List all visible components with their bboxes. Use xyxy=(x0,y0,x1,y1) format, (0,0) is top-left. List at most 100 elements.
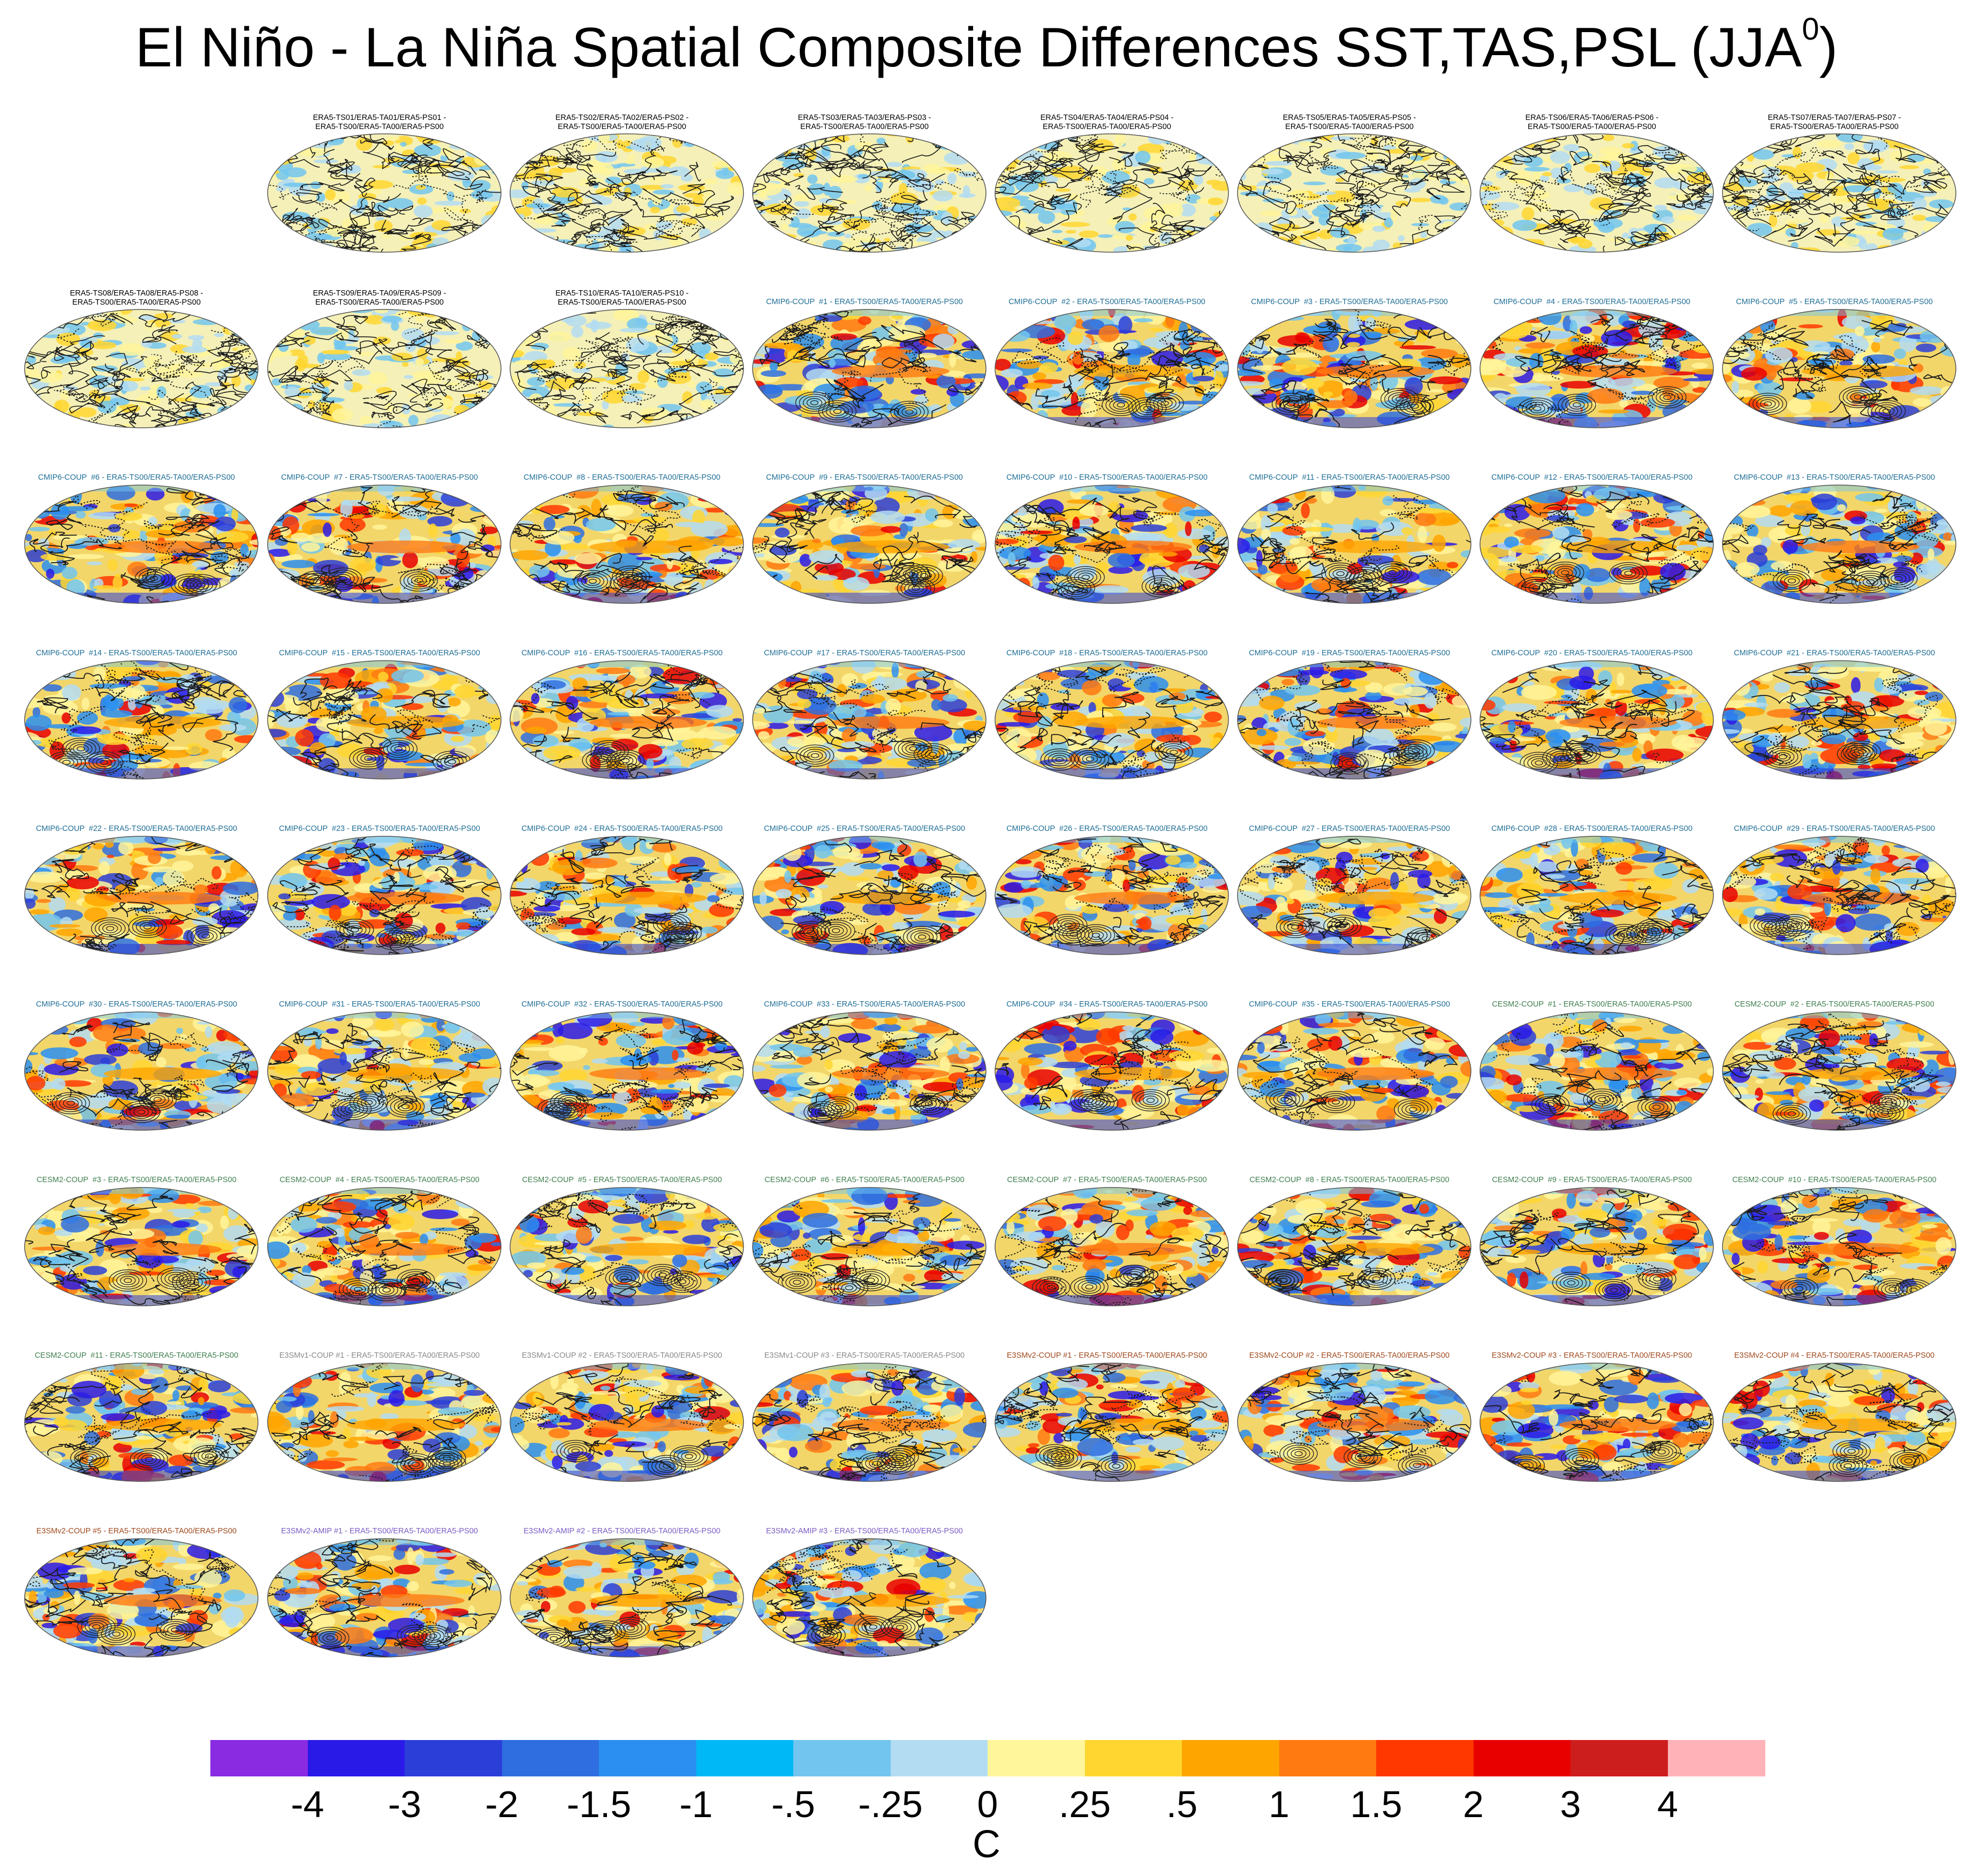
panel-title: CESM2-COUP #7 - ERA5-TS00/ERA5-TA00/ERA5… xyxy=(1007,1176,1207,1184)
world-map xyxy=(1237,485,1471,604)
panel-1: ERA5-TS01/ERA5-TA01/ERA5-PS01 - ERA5-TS0… xyxy=(259,114,505,274)
panel-48: CESM2-COUP #3 - ERA5-TS00/ERA5-TA00/ERA5… xyxy=(16,1167,262,1328)
panel-41: CMIP6-COUP #31 - ERA5-TS00/ERA5-TA00/ERA… xyxy=(259,992,505,1152)
panel-23: CMIP6-COUP #13 - ERA5-TS00/ERA5-TA00/ERA… xyxy=(1714,465,1960,625)
colorbar-tick-label: 3 xyxy=(1560,1783,1581,1825)
panel-title: CMIP6-COUP #24 - ERA5-TS00/ERA5-TA00/ERA… xyxy=(521,824,723,833)
panel-title: CMIP6-COUP #10 - ERA5-TS00/ERA5-TA00/ERA… xyxy=(1006,473,1208,482)
world-map xyxy=(267,1538,502,1658)
panel-title: CMIP6-COUP #26 - ERA5-TS00/ERA5-TA00/ERA… xyxy=(1006,824,1208,833)
panel-title: E3SMv1-COUP #3 - ERA5-TS00/ERA5-TA00/ERA… xyxy=(764,1351,965,1360)
panel-51: CESM2-COUP #6 - ERA5-TS00/ERA5-TA00/ERA5… xyxy=(744,1167,990,1328)
world-map xyxy=(995,309,1229,428)
panel-15: CMIP6-COUP #5 - ERA5-TS00/ERA5-TA00/ERA5… xyxy=(1714,289,1960,450)
world-map xyxy=(752,1011,986,1131)
colorbar-tick-label: -2 xyxy=(485,1783,519,1825)
panel-31: CMIP6-COUP #21 - ERA5-TS00/ERA5-TA00/ERA… xyxy=(1714,640,1960,801)
panel-title: CMIP6-COUP #25 - ERA5-TS00/ERA5-TA00/ERA… xyxy=(764,824,965,833)
world-map xyxy=(510,485,744,604)
colorbar-tick-label: -1.5 xyxy=(566,1783,632,1825)
panel-title: CMIP6-COUP #11 - ERA5-TS00/ERA5-TA00/ERA… xyxy=(1249,473,1450,482)
panel-title: CMIP6-COUP #14 - ERA5-TS00/ERA5-TA00/ERA… xyxy=(36,649,237,657)
colorbar-tick-label: -.5 xyxy=(771,1783,815,1825)
panel-title: CMIP6-COUP #13 - ERA5-TS00/ERA5-TA00/ERA… xyxy=(1734,473,1935,482)
panel-title: CMIP6-COUP #7 - ERA5-TS00/ERA5-TA00/ERA5… xyxy=(281,473,478,482)
panel-54: CESM2-COUP #9 - ERA5-TS00/ERA5-TA00/ERA5… xyxy=(1471,1167,1718,1328)
panel-grid: ERA5-TS01/ERA5-TA01/ERA5-PS01 - ERA5-TS0… xyxy=(16,114,1960,1658)
world-map xyxy=(1237,660,1471,780)
panel-title: CMIP6-COUP #31 - ERA5-TS00/ERA5-TA00/ERA… xyxy=(279,1000,480,1009)
world-map xyxy=(510,133,744,253)
world-map xyxy=(752,133,986,253)
figure-title: El Niño - La Niña Spatial Composite Diff… xyxy=(0,12,1973,80)
figure-title-superscript: 0 xyxy=(1802,12,1819,47)
world-map xyxy=(24,1538,259,1658)
world-map xyxy=(1237,1011,1471,1131)
colorbar-tick-label: -4 xyxy=(291,1783,324,1825)
panel-title: CMIP6-COUP #18 - ERA5-TS00/ERA5-TA00/ERA… xyxy=(1006,649,1208,657)
panel-title: ERA5-TS09/ERA5-TA09/ERA5-PS09 - ERA5-TS0… xyxy=(313,289,446,307)
world-map xyxy=(24,485,259,604)
world-map xyxy=(510,309,744,428)
world-map xyxy=(267,133,502,253)
colorbar-swatch xyxy=(1279,1740,1377,1776)
world-map xyxy=(24,1011,259,1131)
panel-11: CMIP6-COUP #1 - ERA5-TS00/ERA5-TA00/ERA5… xyxy=(744,289,990,450)
panel-title: CESM2-COUP #2 - ERA5-TS00/ERA5-TA00/ERA5… xyxy=(1734,1000,1934,1009)
panel-title: ERA5-TS08/ERA5-TA08/ERA5-PS08 - ERA5-TS0… xyxy=(70,289,203,307)
world-map xyxy=(1722,1187,1956,1306)
panel-33: CMIP6-COUP #23 - ERA5-TS00/ERA5-TA00/ERA… xyxy=(259,816,505,977)
world-map xyxy=(1722,660,1956,780)
world-map xyxy=(24,1363,259,1482)
panel-title: CESM2-COUP #5 - ERA5-TS00/ERA5-TA00/ERA5… xyxy=(522,1176,722,1184)
panel-title: CESM2-COUP #4 - ERA5-TS00/ERA5-TA00/ERA5… xyxy=(279,1176,480,1184)
world-map xyxy=(752,836,986,955)
panel-title: ERA5-TS03/ERA5-TA03/ERA5-PS03 - ERA5-TS0… xyxy=(798,114,931,131)
world-map xyxy=(267,1363,502,1482)
panel-title: ERA5-TS10/ERA5-TA10/ERA5-PS10 - ERA5-TS0… xyxy=(555,289,689,307)
world-map xyxy=(1479,1187,1714,1306)
panel-title: CMIP6-COUP #20 - ERA5-TS00/ERA5-TA00/ERA… xyxy=(1491,649,1693,657)
figure-title-text: El Niño - La Niña Spatial Composite Diff… xyxy=(135,17,1802,79)
panel-52: CESM2-COUP #7 - ERA5-TS00/ERA5-TA00/ERA5… xyxy=(986,1167,1233,1328)
world-map xyxy=(995,1363,1229,1482)
panel-13: CMIP6-COUP #3 - ERA5-TS00/ERA5-TA00/ERA5… xyxy=(1229,289,1475,450)
panel-title: CESM2-COUP #11 - ERA5-TS00/ERA5-TA00/ERA… xyxy=(34,1351,239,1360)
world-map xyxy=(510,1187,744,1306)
panel-title: CMIP6-COUP #16 - ERA5-TS00/ERA5-TA00/ERA… xyxy=(521,649,723,657)
panel-18: CMIP6-COUP #8 - ERA5-TS00/ERA5-TA00/ERA5… xyxy=(502,465,748,625)
panel-32: CMIP6-COUP #22 - ERA5-TS00/ERA5-TA00/ERA… xyxy=(16,816,262,977)
colorbar-swatch xyxy=(1473,1740,1571,1776)
panel-42: CMIP6-COUP #32 - ERA5-TS00/ERA5-TA00/ERA… xyxy=(502,992,748,1152)
colorbar-swatch xyxy=(1084,1740,1182,1776)
world-map xyxy=(752,309,986,428)
world-map xyxy=(995,660,1229,780)
world-map xyxy=(1479,1011,1714,1131)
world-map xyxy=(1722,836,1956,955)
world-map xyxy=(510,836,744,955)
world-map xyxy=(510,660,744,780)
panel-title: E3SMv2-COUP #5 - ERA5-TS00/ERA5-TA00/ERA… xyxy=(36,1527,237,1535)
world-map xyxy=(752,1363,986,1482)
panel-12: CMIP6-COUP #2 - ERA5-TS00/ERA5-TA00/ERA5… xyxy=(986,289,1233,450)
panel-title: CESM2-COUP #8 - ERA5-TS00/ERA5-TA00/ERA5… xyxy=(1249,1176,1450,1184)
panel-25: CMIP6-COUP #15 - ERA5-TS00/ERA5-TA00/ERA… xyxy=(259,640,505,801)
world-map xyxy=(752,1538,986,1658)
world-map xyxy=(1237,309,1471,428)
colorbar-tick-label: 2 xyxy=(1463,1783,1484,1825)
colorbar-swatch xyxy=(793,1740,891,1776)
world-map xyxy=(267,660,502,780)
figure-title-close: ) xyxy=(1819,17,1838,79)
panel-49: CESM2-COUP #4 - ERA5-TS00/ERA5-TA00/ERA5… xyxy=(259,1167,505,1328)
colorbar-units: C xyxy=(973,1823,1000,1866)
world-map xyxy=(24,660,259,780)
panel-29: CMIP6-COUP #19 - ERA5-TS00/ERA5-TA00/ERA… xyxy=(1229,640,1475,801)
world-map xyxy=(510,1538,744,1658)
world-map xyxy=(1479,660,1714,780)
panel-title: CMIP6-COUP #33 - ERA5-TS00/ERA5-TA00/ERA… xyxy=(764,1000,965,1009)
colorbar-tick-label: -3 xyxy=(388,1783,422,1825)
world-map xyxy=(24,309,259,428)
world-map xyxy=(1237,133,1471,253)
world-map xyxy=(1479,133,1714,253)
panel-9: ERA5-TS09/ERA5-TA09/ERA5-PS09 - ERA5-TS0… xyxy=(259,289,505,450)
